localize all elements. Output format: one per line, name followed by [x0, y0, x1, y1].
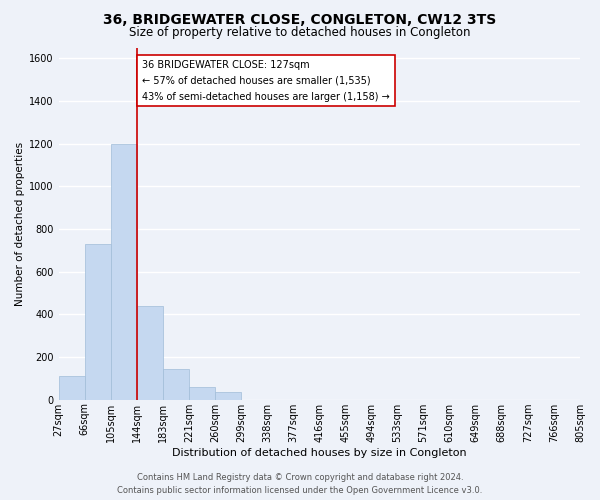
Text: 36, BRIDGEWATER CLOSE, CONGLETON, CW12 3TS: 36, BRIDGEWATER CLOSE, CONGLETON, CW12 3…: [103, 12, 497, 26]
Bar: [85, 244, 111, 400]
Text: Size of property relative to detached houses in Congleton: Size of property relative to detached ho…: [129, 26, 471, 39]
Text: 36 BRIDGEWATER CLOSE: 127sqm
← 57% of detached houses are smaller (1,535)
43% of: 36 BRIDGEWATER CLOSE: 127sqm ← 57% of de…: [142, 60, 390, 102]
Bar: [189, 387, 215, 400]
X-axis label: Distribution of detached houses by size in Congleton: Distribution of detached houses by size …: [172, 448, 467, 458]
Bar: [163, 368, 189, 400]
Bar: [59, 376, 85, 400]
Y-axis label: Number of detached properties: Number of detached properties: [15, 142, 25, 306]
Bar: [111, 144, 137, 400]
Bar: [137, 306, 163, 400]
Bar: [215, 392, 241, 400]
Text: Contains HM Land Registry data © Crown copyright and database right 2024.
Contai: Contains HM Land Registry data © Crown c…: [118, 474, 482, 495]
